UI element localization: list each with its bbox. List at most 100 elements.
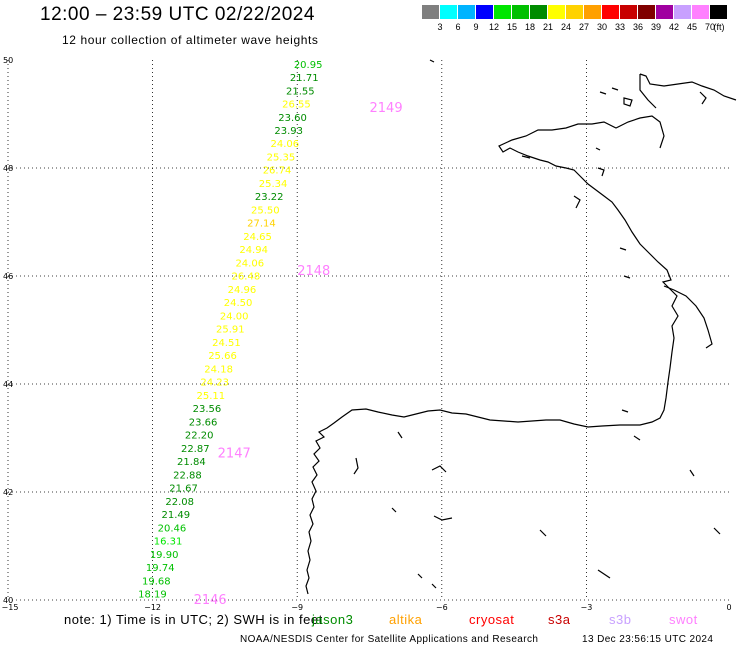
inland-lake: [633, 435, 641, 441]
inland-river: [431, 465, 447, 473]
bay-inlet: [663, 285, 713, 349]
credit-agency: NOAA/NESDIS Center for Satellite Applica…: [240, 634, 539, 645]
wave-height-value: 19.74: [146, 563, 175, 574]
lat-tick-label: 44: [3, 380, 13, 389]
lon-tick-label: −12: [144, 603, 161, 612]
scale-swatch: [638, 5, 655, 19]
scale-label: 12: [488, 22, 499, 32]
scale-label: 15: [506, 22, 517, 32]
satellite-legend-item: swot: [669, 612, 698, 627]
scale-label: 18: [524, 22, 535, 32]
scale-swatch: [458, 5, 475, 19]
scale-label: 21: [542, 22, 553, 32]
satellite-legend-item: s3a: [548, 612, 571, 627]
wave-height-value: 23.66: [189, 417, 218, 428]
scale-swatch: [656, 5, 673, 19]
wave-height-value: 25.11: [197, 391, 226, 402]
cornwall-coast: [639, 73, 737, 101]
wave-height-value: 24.96: [228, 285, 257, 296]
map-subtitle: 12 hour collection of altimeter wave hei…: [62, 33, 319, 47]
wave-height-value: 25.66: [208, 351, 237, 362]
scale-swatch: [602, 5, 619, 19]
wave-height-value: 24.51: [212, 338, 241, 349]
lat-tick-label: 50: [3, 56, 13, 65]
inland-river: [433, 515, 453, 521]
island: [699, 91, 707, 105]
wave-height-value: 24.00: [220, 311, 249, 322]
scale-label: 9: [473, 22, 479, 32]
scale-swatch: [620, 5, 637, 19]
scale-swatch: [422, 5, 439, 19]
wave-height-value: 22.88: [173, 470, 202, 481]
wave-height-value: 22.08: [165, 497, 194, 508]
inland-lake: [595, 147, 601, 151]
satellite-legend-item: jason3: [312, 612, 354, 627]
map-title: 12:00 – 23:59 UTC 02/22/2024: [40, 4, 315, 25]
scale-swatch: [494, 5, 511, 19]
scale-swatch: [530, 5, 547, 19]
inland-lake: [353, 457, 359, 475]
lon-tick-label: −15: [2, 603, 19, 612]
scale-swatch: [440, 5, 457, 19]
inland-lake: [623, 97, 633, 107]
wave-height-value: 25.91: [216, 325, 245, 336]
wave-height-value: 24.23: [200, 378, 229, 389]
wave-height-value: 27.14: [247, 219, 276, 230]
wave-height-value: 20.95: [294, 60, 323, 71]
wave-height-value: 23.56: [193, 404, 222, 415]
pass-labels: 2149 2148 2147 2146: [194, 101, 403, 608]
scale-label: 6: [455, 22, 461, 32]
pass-number-label: 2147: [218, 447, 251, 462]
wave-height-value: 24.65: [243, 232, 272, 243]
scale-swatch: [566, 5, 583, 19]
wave-height-value: 16.31: [154, 537, 183, 548]
wave-height-value: 24.06: [235, 258, 264, 269]
inland-lake: [417, 573, 423, 579]
inland-lake: [689, 469, 695, 477]
wave-height-value: 26.48: [232, 272, 261, 283]
wave-height-value: 21.55: [286, 86, 315, 97]
inland-lake: [611, 87, 619, 91]
lat-tick-label: 46: [3, 272, 13, 281]
wave-height-value: 21.67: [169, 484, 198, 495]
credit-timestamp: 13 Dec 23:56:15 UTC 2024: [582, 634, 714, 645]
islet: [623, 275, 631, 279]
wave-height-value: 26.74: [263, 166, 292, 177]
wave-height-value: 19.90: [150, 550, 179, 561]
scale-swatch: [548, 5, 565, 19]
inland-lake: [539, 529, 547, 537]
altimeter-track: 20.95 21.71 21.55 26.55 23.60 23.93 24.06 25.35…: [138, 60, 322, 601]
inland-lake: [713, 527, 721, 535]
inland-lake: [521, 155, 531, 159]
wave-height-value: 25.35: [267, 152, 296, 163]
lat-tick-label: 42: [3, 488, 13, 497]
scale-swatch: [512, 5, 529, 19]
pass-number-label: 2148: [297, 264, 330, 279]
channel-island: [599, 91, 607, 95]
scale-label: 30: [596, 22, 607, 32]
lon-tick-label: −3: [581, 603, 593, 612]
scale-label: 42: [668, 22, 679, 32]
wave-height-value: 19.68: [142, 576, 171, 587]
wave-height-value: 24.06: [270, 139, 299, 150]
inland-lake: [431, 583, 437, 589]
inland-lake: [429, 59, 435, 63]
lon-tick-label: −6: [436, 603, 448, 612]
coastline: [305, 59, 737, 595]
wave-height-value: 23.93: [274, 126, 303, 137]
satellite-legend-item: s3b: [609, 612, 632, 627]
satellite-legend-item: cryosat: [469, 612, 515, 627]
pass-number-label: 2149: [370, 101, 403, 116]
satellite-legend-item: altika: [389, 612, 423, 627]
wave-height-value: 22.87: [181, 444, 210, 455]
scale-label: 36: [632, 22, 643, 32]
inland-lake: [391, 507, 397, 513]
footer-note: note: 1) Time is in UTC; 2) SWH is in fe…: [64, 612, 323, 627]
inland-lake: [597, 569, 611, 579]
inland-lake: [621, 409, 629, 413]
wave-height-value: 23.60: [278, 113, 307, 124]
scale-unit: (ft): [713, 22, 725, 32]
wave-height-value: 21.49: [161, 510, 190, 521]
scale-swatch: [692, 5, 709, 19]
graticule-grid: [7, 60, 731, 601]
